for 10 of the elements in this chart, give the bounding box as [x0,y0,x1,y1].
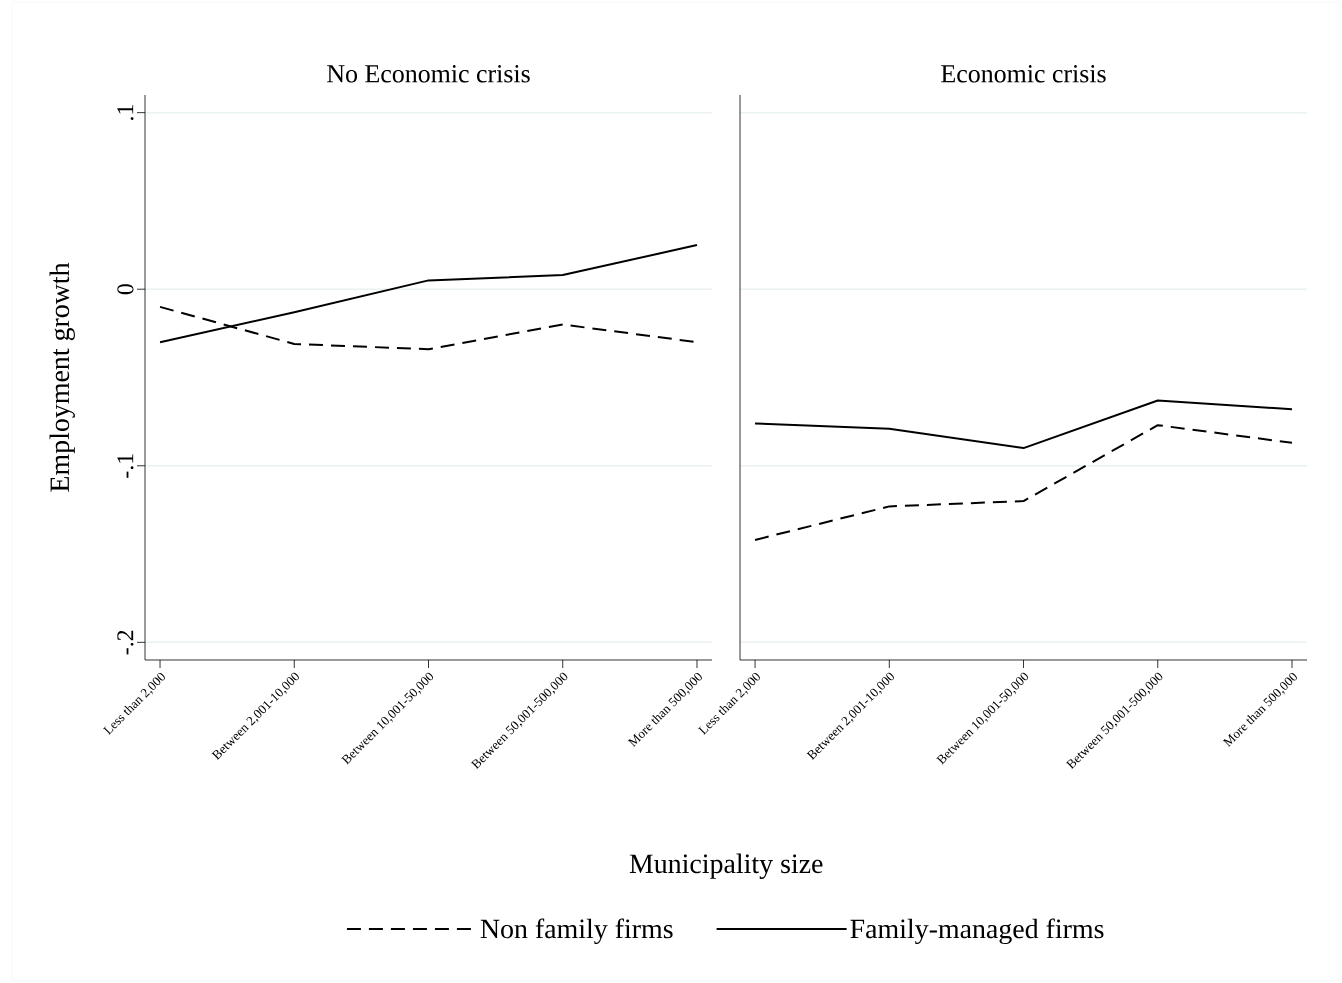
legend-label: Family-managed firms [850,918,1104,945]
y-axis-title: Employment growth [49,262,75,492]
y-tick-label: -.1 [117,454,134,478]
chart-title: No Economic crisis [327,65,530,83]
chart-title: Economic crisis [941,65,1106,83]
y-tick-label: .1 [117,105,134,121]
x-axis-title: Municipality size [629,853,823,879]
y-tick-label: 0 [117,284,134,295]
y-tick-label: -.2 [117,630,134,655]
legend-label: Non family firms [480,918,673,945]
